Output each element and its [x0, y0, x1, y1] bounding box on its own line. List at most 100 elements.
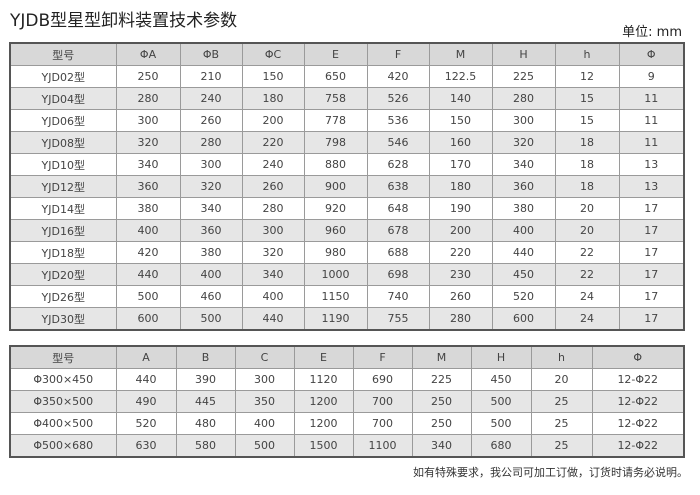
table-cell: 400 [241, 285, 305, 308]
footer-note: 如有特殊要求，我公司可加工订做，订货时请务必说明。 [413, 466, 688, 479]
column-header: ΦC [241, 42, 305, 66]
table-cell: 170 [428, 153, 493, 176]
table-row: YJD10型 340 300 240 880 628 170 340 18 13 [9, 153, 685, 176]
table-cell: 400 [115, 219, 181, 242]
table-cell: 450 [470, 368, 532, 391]
table-cell: 755 [366, 307, 430, 331]
table-cell: 450 [491, 263, 556, 286]
table-row: Φ400×500 520 480 400 1200 700 250 500 25 12-Φ22 [9, 412, 685, 435]
table-cell: 180 [428, 175, 493, 198]
table-cell: 11 [618, 131, 685, 154]
table-cell: 500 [470, 412, 532, 435]
table-cell: 440 [115, 263, 181, 286]
table-cell: 280 [115, 87, 181, 110]
table-cell: 17 [618, 263, 685, 286]
table-cell: 122.5 [428, 65, 493, 88]
table-cell: 9 [618, 65, 685, 88]
table-cell: 18 [554, 131, 620, 154]
table-cell: YJD20型 [9, 263, 117, 286]
table-row: YJD02型 250 210 150 650 420 122.5 225 12 9 [9, 65, 685, 88]
table-cell: 500 [234, 434, 295, 458]
table-cell: 160 [428, 131, 493, 154]
table-cell: 1120 [293, 368, 354, 391]
table-cell: 360 [115, 175, 181, 198]
table-cell: 280 [428, 307, 493, 331]
table-cell: 400 [491, 219, 556, 242]
column-header: A [115, 345, 177, 369]
unit-label: 单位: mm [622, 25, 682, 40]
table-cell: 24 [554, 285, 620, 308]
table-cell: YJD14型 [9, 197, 117, 220]
table-cell: YJD26型 [9, 285, 117, 308]
table-cell: 350 [234, 390, 295, 413]
table-cell: 25 [530, 434, 593, 458]
table-row: Φ500×680 630 580 500 1500 1100 340 680 25 12-Φ22 [9, 434, 685, 458]
table-row: YJD26型 500 460 400 1150 740 260 520 24 17 [9, 285, 685, 308]
table-cell: 13 [618, 175, 685, 198]
table-cell: 1100 [352, 434, 413, 458]
table-cell: 698 [366, 263, 430, 286]
table-cell: 650 [303, 65, 368, 88]
table-row: YJD08型 320 280 220 798 546 160 320 18 11 [9, 131, 685, 154]
table-cell: 220 [241, 131, 305, 154]
table-cell: 380 [115, 197, 181, 220]
table-cell: 900 [303, 175, 368, 198]
table-cell: 340 [241, 263, 305, 286]
table-cell: 778 [303, 109, 368, 132]
table-cell: 280 [491, 87, 556, 110]
table-cell: YJD10型 [9, 153, 117, 176]
column-header: M [428, 42, 493, 66]
table-cell: 600 [491, 307, 556, 331]
table-cell: 12-Φ22 [591, 368, 685, 391]
table-cell: 260 [241, 175, 305, 198]
column-header: ΦB [179, 42, 243, 66]
table-cell: 180 [241, 87, 305, 110]
column-header: h [530, 345, 593, 369]
column-header: F [352, 345, 413, 369]
table-cell: 20 [554, 219, 620, 242]
table-cell: 520 [491, 285, 556, 308]
table-cell: YJD30型 [9, 307, 117, 331]
table-cell: 960 [303, 219, 368, 242]
column-header: H [491, 42, 556, 66]
column-header: B [175, 345, 236, 369]
column-header: Φ [618, 42, 685, 66]
table-cell: 440 [491, 241, 556, 264]
table-row: Φ300×450 440 390 300 1120 690 225 450 20 12-Φ22 [9, 368, 685, 391]
table-cell: 500 [470, 390, 532, 413]
table-cell: 758 [303, 87, 368, 110]
table-cell: 300 [115, 109, 181, 132]
table-cell: 280 [241, 197, 305, 220]
table-cell: 880 [303, 153, 368, 176]
table-cell: 320 [491, 131, 556, 154]
table-cell: 920 [303, 197, 368, 220]
table-cell: Φ350×500 [9, 390, 117, 413]
column-header: 型号 [9, 345, 117, 369]
table-cell: 200 [241, 109, 305, 132]
column-header: E [303, 42, 368, 66]
table-cell: 12-Φ22 [591, 412, 685, 435]
table-cell: 380 [491, 197, 556, 220]
column-header: 型号 [9, 42, 117, 66]
table-cell: 700 [352, 390, 413, 413]
table-cell: 320 [115, 131, 181, 154]
table-cell: 690 [352, 368, 413, 391]
table-cell: 230 [428, 263, 493, 286]
table-cell: YJD08型 [9, 131, 117, 154]
column-header: h [554, 42, 620, 66]
table-row: YJD30型 600 500 440 1190 755 280 600 24 17 [9, 307, 685, 331]
table-cell: 340 [179, 197, 243, 220]
table-cell: 300 [234, 368, 295, 391]
table-cell: 22 [554, 263, 620, 286]
column-header: F [366, 42, 430, 66]
column-header: E [293, 345, 354, 369]
table-cell: 210 [179, 65, 243, 88]
table-cell: 22 [554, 241, 620, 264]
table-cell: 320 [241, 241, 305, 264]
table-cell: 240 [179, 87, 243, 110]
table-cell: 25 [530, 390, 593, 413]
table-cell: 150 [241, 65, 305, 88]
